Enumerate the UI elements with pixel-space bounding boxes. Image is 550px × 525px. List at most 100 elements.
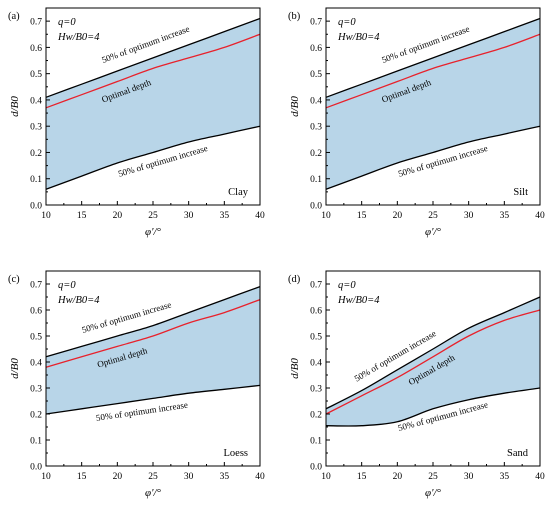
y-tick-label: 0.4 bbox=[310, 359, 322, 369]
lower-bound-line bbox=[325, 125, 541, 190]
x-tick-label: 20 bbox=[393, 211, 403, 221]
panel-label: (a) bbox=[8, 11, 20, 22]
param-hw-b0: Hw/B0=4 bbox=[337, 295, 380, 306]
feasible-band bbox=[326, 18, 540, 190]
y-axis-label: d/B0 bbox=[9, 96, 21, 117]
x-tick-label: 40 bbox=[535, 211, 545, 221]
y-tick-label: 0.4 bbox=[30, 359, 42, 369]
y-tick-label: 0.2 bbox=[30, 149, 42, 159]
y-tick-label: 0.3 bbox=[30, 123, 42, 133]
y-tick-label: 0.1 bbox=[310, 437, 322, 447]
panel-label: (d) bbox=[288, 274, 301, 285]
param-q: q=0 bbox=[338, 280, 356, 291]
y-tick-label: 0.0 bbox=[30, 202, 42, 212]
optimal-depth-line bbox=[325, 33, 541, 109]
x-tick-label: 10 bbox=[41, 211, 51, 221]
y-tick-label: 0.2 bbox=[310, 149, 322, 159]
y-tick-label: 0.7 bbox=[30, 18, 42, 28]
x-tick-label: 40 bbox=[535, 472, 545, 482]
y-tick-label: 0.0 bbox=[310, 463, 322, 473]
y-tick-label: 0.1 bbox=[30, 437, 42, 447]
y-tick-label: 0.7 bbox=[30, 281, 42, 291]
feasible-band bbox=[46, 18, 260, 190]
x-tick-label: 40 bbox=[255, 472, 265, 482]
x-tick-label: 15 bbox=[77, 211, 87, 221]
chart-panel-c: 10 15 20 25 30 35 40 0.0 0.1 0.2 0.3 0.4 0.5 0.6 0.7 φ'… bbox=[8, 270, 265, 499]
chart-panel-d: 10 15 20 25 30 35 40 0.0 0.1 0.2 0.3 0.4 0.5 0.6 0.7 φ'… bbox=[288, 270, 545, 499]
x-tick-label: 20 bbox=[113, 472, 123, 482]
x-tick-label: 20 bbox=[113, 211, 123, 221]
x-tick-label: 40 bbox=[255, 211, 265, 221]
y-axis-label: d/B0 bbox=[289, 96, 301, 117]
lower-bound-line bbox=[325, 387, 541, 427]
y-tick-label: 0.6 bbox=[30, 307, 42, 317]
y-tick-label: 0.7 bbox=[310, 18, 322, 28]
param-hw-b0: Hw/B0=4 bbox=[57, 32, 100, 43]
y-tick-label: 0.0 bbox=[30, 463, 42, 473]
x-tick-label: 10 bbox=[321, 472, 331, 482]
y-tick-label: 0.3 bbox=[30, 385, 42, 395]
x-tick-label: 35 bbox=[220, 472, 230, 482]
upper-bound-line bbox=[45, 285, 261, 358]
x-tick-label: 30 bbox=[464, 211, 474, 221]
x-tick-label: 15 bbox=[357, 472, 367, 482]
y-tick-label: 0.4 bbox=[310, 96, 322, 106]
y-tick-label: 0.2 bbox=[310, 411, 322, 421]
x-tick-label: 15 bbox=[77, 472, 87, 482]
x-tick-label: 20 bbox=[393, 472, 403, 482]
y-axis-label: d/B0 bbox=[9, 358, 21, 379]
x-axis-label: φ'/° bbox=[145, 487, 161, 499]
x-tick-label: 35 bbox=[220, 211, 230, 221]
x-tick-label: 30 bbox=[184, 472, 194, 482]
soil-label: Clay bbox=[228, 187, 249, 198]
chart-panel-b: 10 15 20 25 30 35 40 0.0 0.1 0.2 0.3 0.4 0.5 0.6 0.7 φ'… bbox=[288, 7, 545, 238]
param-q: q=0 bbox=[338, 17, 356, 28]
y-tick-label: 0.0 bbox=[310, 202, 322, 212]
param-hw-b0: Hw/B0=4 bbox=[57, 295, 100, 306]
x-axis-label: φ'/° bbox=[145, 226, 161, 238]
x-axis-label: φ'/° bbox=[425, 487, 441, 499]
soil-label: Loess bbox=[224, 448, 249, 459]
x-tick-label: 10 bbox=[321, 211, 331, 221]
panel-label: (b) bbox=[288, 11, 301, 22]
y-tick-label: 0.5 bbox=[310, 70, 322, 80]
optimal-depth-line bbox=[45, 298, 261, 368]
y-tick-label: 0.6 bbox=[30, 44, 42, 54]
upper-bound-line bbox=[45, 17, 261, 98]
x-tick-label: 25 bbox=[428, 211, 438, 221]
y-tick-label: 0.3 bbox=[310, 385, 322, 395]
x-tick-label: 10 bbox=[41, 472, 51, 482]
y-tick-label: 0.5 bbox=[30, 70, 42, 80]
x-tick-label: 25 bbox=[148, 472, 158, 482]
y-axis-label: d/B0 bbox=[289, 358, 301, 379]
x-axis-label: φ'/° bbox=[425, 226, 441, 238]
param-q: q=0 bbox=[58, 280, 76, 291]
chart-panel-a: 10 15 20 25 30 35 40 0.0 0.1 0.2 0.3 0.4 0.5 0.6 0.7 φ'… bbox=[8, 7, 265, 238]
y-tick-label: 0.3 bbox=[310, 123, 322, 133]
upper-bound-line bbox=[325, 17, 541, 98]
soil-label: Sand bbox=[507, 448, 529, 459]
x-tick-label: 35 bbox=[500, 211, 510, 221]
y-tick-label: 0.6 bbox=[310, 44, 322, 54]
lower-bound-line bbox=[45, 384, 261, 415]
y-tick-label: 0.1 bbox=[30, 175, 42, 185]
optimal-depth-line bbox=[325, 309, 541, 415]
y-tick-label: 0.6 bbox=[310, 307, 322, 317]
x-tick-label: 30 bbox=[184, 211, 194, 221]
y-tick-label: 0.1 bbox=[310, 175, 322, 185]
x-tick-label: 35 bbox=[500, 472, 510, 482]
y-tick-label: 0.2 bbox=[30, 411, 42, 421]
feasible-band bbox=[326, 297, 540, 426]
lower-bound-line bbox=[45, 125, 261, 190]
soil-label: Silt bbox=[513, 187, 528, 198]
upper-bound-line bbox=[325, 296, 541, 410]
y-tick-label: 0.4 bbox=[30, 96, 42, 106]
optimal-depth-line bbox=[45, 33, 261, 109]
param-hw-b0: Hw/B0=4 bbox=[337, 32, 380, 43]
y-tick-label: 0.5 bbox=[310, 333, 322, 343]
param-q: q=0 bbox=[58, 17, 76, 28]
y-tick-label: 0.5 bbox=[30, 333, 42, 343]
x-tick-label: 25 bbox=[148, 211, 158, 221]
x-tick-label: 25 bbox=[428, 472, 438, 482]
